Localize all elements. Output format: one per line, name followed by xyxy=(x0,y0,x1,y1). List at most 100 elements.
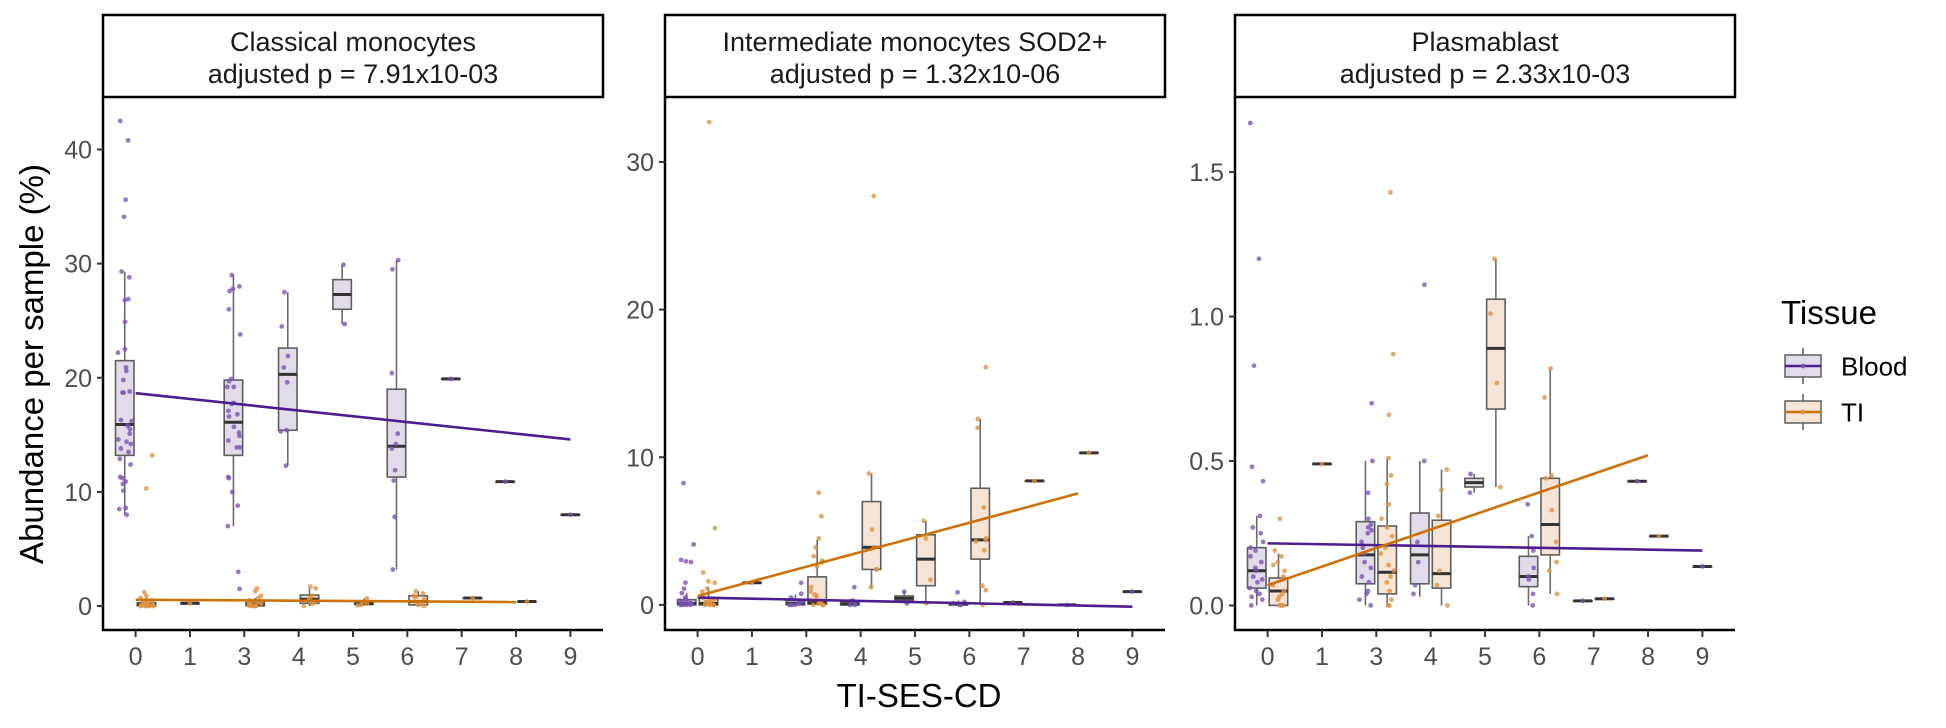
data-point xyxy=(1468,471,1473,477)
x-tick-label: 0 xyxy=(129,643,143,671)
data-point xyxy=(1494,380,1500,386)
data-point xyxy=(1359,574,1365,579)
data-point xyxy=(1272,548,1278,553)
data-point xyxy=(866,471,872,476)
data-point xyxy=(224,384,230,390)
data-point xyxy=(1280,603,1286,608)
data-point xyxy=(818,513,824,519)
data-point xyxy=(816,536,822,541)
data-point xyxy=(1251,363,1257,369)
data-point xyxy=(1388,473,1394,478)
data-point xyxy=(705,578,711,584)
data-point xyxy=(235,503,241,508)
data-point xyxy=(237,284,242,289)
data-point xyxy=(702,602,708,608)
data-point xyxy=(284,379,290,385)
data-point xyxy=(258,601,264,607)
data-point xyxy=(125,423,131,429)
data-point xyxy=(1277,516,1283,522)
x-tick-label: 4 xyxy=(292,643,306,671)
data-point xyxy=(871,193,877,199)
data-point xyxy=(142,603,148,609)
data-point xyxy=(811,553,817,559)
box xyxy=(1540,477,1561,556)
data-point xyxy=(149,452,155,458)
data-point xyxy=(810,602,816,608)
data-point xyxy=(706,119,712,125)
data-point xyxy=(688,559,694,565)
data-point xyxy=(1032,478,1037,484)
x-tick-label: 5 xyxy=(346,643,360,671)
data-point xyxy=(364,601,370,607)
y-tick-label: 40 xyxy=(64,137,92,165)
data-point xyxy=(389,370,395,376)
data-point xyxy=(420,591,426,596)
data-point xyxy=(1369,400,1375,406)
data-point xyxy=(1549,473,1555,478)
data-point xyxy=(1412,582,1418,588)
data-point xyxy=(1390,351,1396,357)
data-point xyxy=(1259,597,1265,603)
data-point xyxy=(1388,574,1393,579)
x-tick-label: 9 xyxy=(563,643,577,671)
data-point xyxy=(126,274,132,280)
data-point xyxy=(128,462,133,467)
data-point xyxy=(129,418,135,424)
x-tick-label: 1 xyxy=(183,643,197,671)
data-point xyxy=(1275,597,1281,603)
data-point xyxy=(683,580,688,586)
data-point xyxy=(124,439,129,445)
boxplot-blood-cat-5 xyxy=(332,264,353,325)
data-point xyxy=(691,541,697,547)
data-point xyxy=(1389,533,1395,539)
x-tick-label: 6 xyxy=(400,643,414,671)
data-point xyxy=(138,603,143,609)
facet-title: Classical monocytes xyxy=(230,27,476,57)
data-point xyxy=(983,537,989,543)
data-point xyxy=(1389,597,1394,603)
data-point xyxy=(1319,461,1325,467)
data-point xyxy=(1530,548,1536,553)
trend-line-ti xyxy=(697,492,1079,598)
y-tick-label: 10 xyxy=(64,479,92,507)
y-tick-label: 0.5 xyxy=(1189,448,1224,476)
data-point xyxy=(285,353,291,359)
trend-lines xyxy=(1267,453,1703,587)
panel-intermediate-monocytes-sod2-: Intermediate monocytes SOD2+adjusted p =… xyxy=(626,13,1167,671)
boxplot-blood-cat-4 xyxy=(277,292,298,466)
boxplot-blood-cat-4 xyxy=(1409,461,1430,597)
data-point xyxy=(341,262,346,268)
data-point xyxy=(1253,588,1259,594)
data-point xyxy=(712,580,718,586)
data-point xyxy=(229,272,235,278)
data-point xyxy=(1436,568,1442,574)
data-point xyxy=(1531,565,1537,571)
data-point xyxy=(1391,568,1397,574)
data-point xyxy=(1258,530,1264,536)
data-point xyxy=(1248,545,1253,551)
data-point xyxy=(851,584,857,590)
boxplots xyxy=(676,418,1143,607)
data-point xyxy=(390,567,396,572)
data-point xyxy=(281,289,287,295)
x-tick-label: 3 xyxy=(1369,643,1383,671)
data-point xyxy=(307,584,313,590)
facet-strip xyxy=(1233,13,1737,99)
x-tick-label: 1 xyxy=(1315,643,1329,671)
x-tick-label: 3 xyxy=(799,643,813,671)
data-point xyxy=(921,518,927,524)
data-point xyxy=(983,364,989,370)
data-point xyxy=(1385,603,1391,608)
x-tick-label: 8 xyxy=(1641,643,1655,671)
data-point xyxy=(683,558,689,564)
x-axis-title: TI-SES-CD xyxy=(837,677,1002,714)
data-point xyxy=(301,603,307,609)
data-point xyxy=(1422,282,1427,288)
facet-subtitle: adjusted p = 2.33x10-03 xyxy=(1340,59,1630,89)
data-point xyxy=(786,602,792,608)
data-point xyxy=(125,137,131,143)
data-point xyxy=(901,589,907,595)
data-point xyxy=(1379,516,1384,522)
data-point xyxy=(980,583,985,589)
